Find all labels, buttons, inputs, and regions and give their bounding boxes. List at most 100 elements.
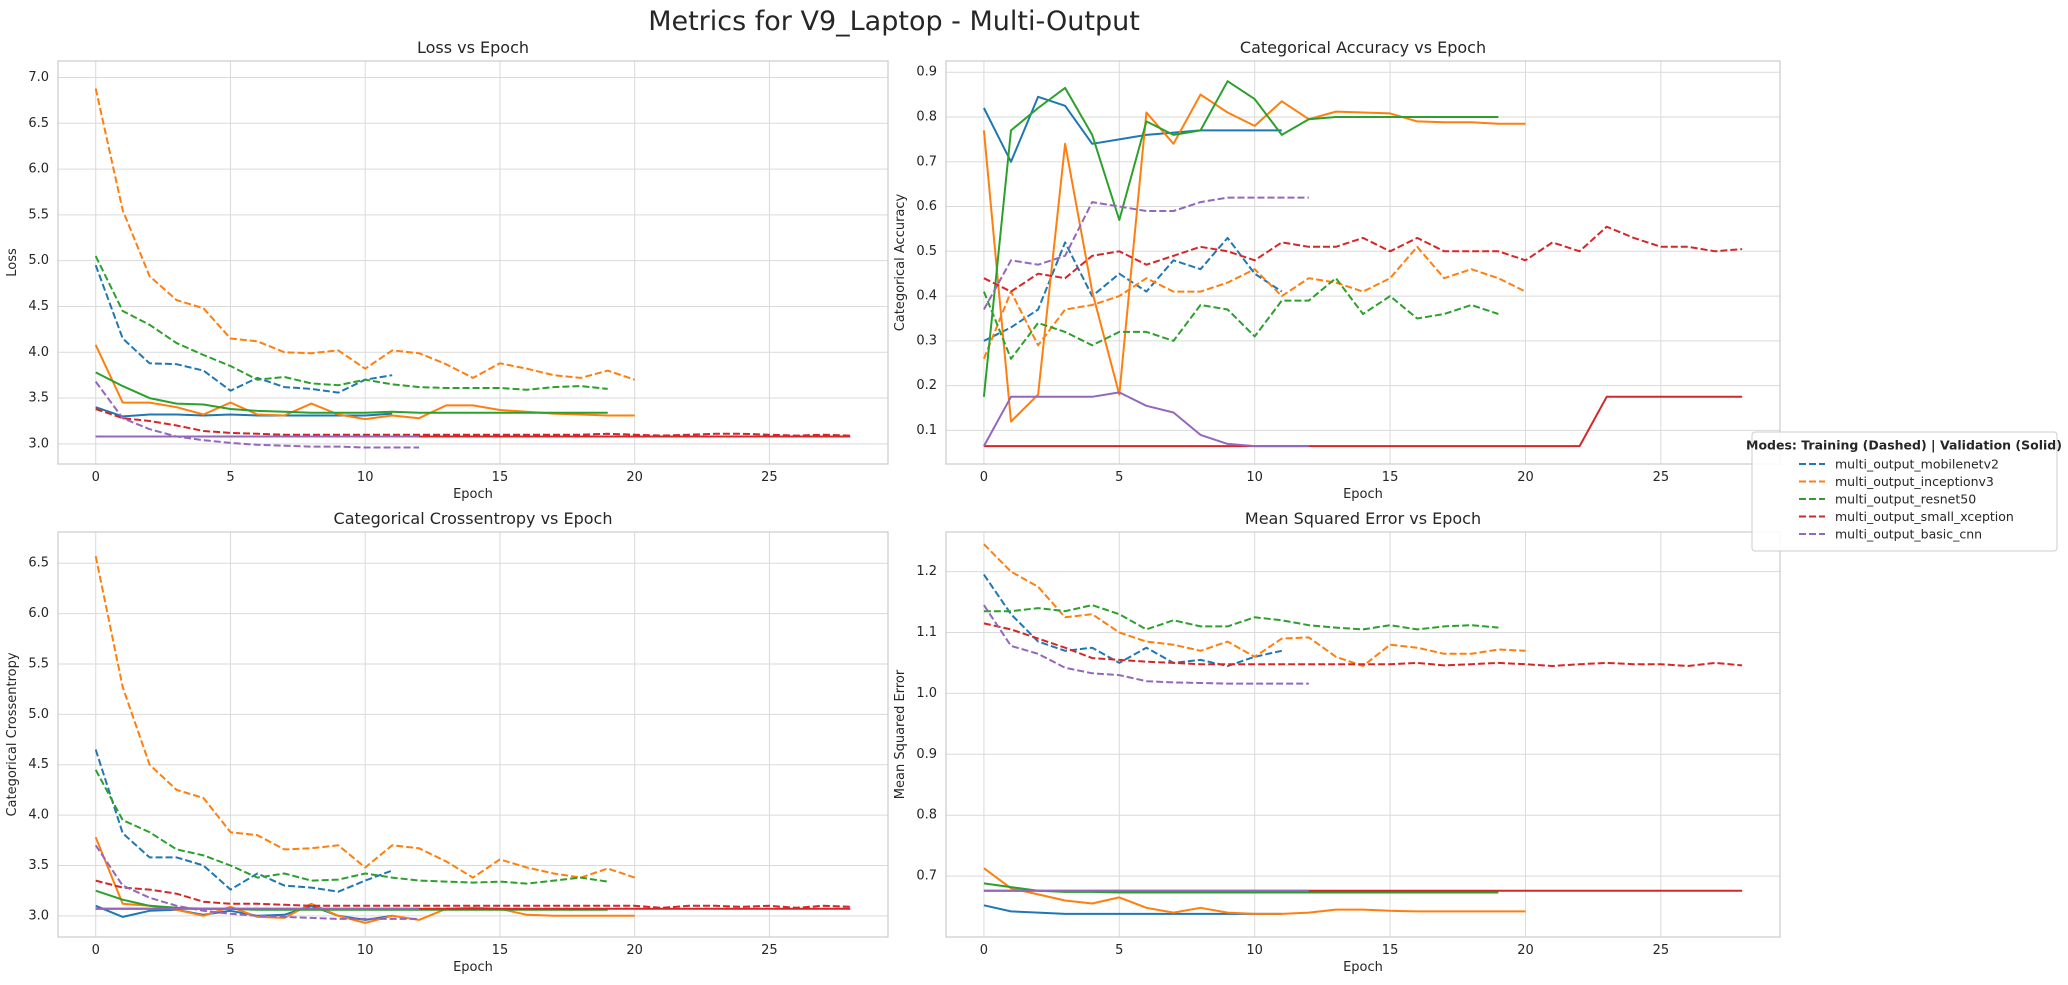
axes-frame [57,531,889,938]
plot-area [58,532,888,937]
y-axis-label: Loss [5,248,20,277]
y-tick-label: 7.0 [28,70,49,85]
series-line-multi_output_resnet50-training [982,277,1499,360]
y-tick-label: 1.1 [916,625,937,640]
series-line-multi_output_small_xception-training [983,622,1743,667]
x-tick-label: 15 [1382,943,1399,958]
x-tick-label: 20 [626,470,643,485]
legend-entry-label: multi_output_basic_cnn [1835,527,1982,542]
x-tick-label: 15 [1382,470,1399,485]
series-line-multi_output_mobilenetv2-validation [983,904,1282,915]
x-axis-label: Epoch [453,487,493,502]
subplot-2: 0 5 10 15 20 25 0.1 0.2 0.3 0.4 0.5 0.6 0.7 0.8 0.9 Cat… [893,38,1781,502]
y-tick-label: 5.5 [28,656,49,671]
y-tick-label: 0.7 [916,869,937,884]
y-tick-label: 0.6 [916,199,937,214]
y-tick-label: 1.2 [916,564,937,579]
x-tick-label: 10 [357,470,374,485]
x-tick-label: 0 [980,470,988,485]
legend-entry-label: multi_output_resnet50 [1835,492,1976,507]
y-tick-label: 3.0 [28,908,49,923]
y-tick-label: 3.0 [28,436,49,451]
series-line-multi_output_basic_cnn-training [983,196,1309,310]
x-tick-label: 25 [761,943,778,958]
plot-area [946,61,1780,464]
x-tick-label: 5 [226,943,234,958]
y-tick-label: 0.7 [916,154,937,169]
axes-frame [945,60,1781,465]
y-tick-label: 4.0 [28,808,49,823]
series-lines [983,543,1743,915]
gridlines [946,61,1780,464]
series-lines [94,88,851,449]
series-line-multi_output_inceptionv3-training [94,88,636,381]
series-line-multi_output_resnet50-validation [983,882,1499,894]
y-tick-label: 0.8 [916,109,937,124]
y-tick-label: 0.4 [916,289,937,304]
y-tick-label: 4.0 [28,345,49,360]
series-line-multi_output_basic_cnn-training [94,381,420,449]
plot-area [946,532,1780,937]
series-line-multi_output_inceptionv3-training [982,245,1526,360]
legend-frame [1751,431,2058,552]
series-line-multi_output_resnet50-training [94,769,608,885]
axes-frame [57,60,889,465]
legend-title: Modes: Training (Dashed) | Validation (S… [1746,438,2062,453]
y-tick-label: 0.9 [916,747,937,762]
x-tick-label: 10 [1246,470,1263,485]
y-tick-label: 4.5 [28,757,49,772]
x-axis-label: Epoch [453,960,493,975]
x-tick-label: 5 [1115,470,1123,485]
x-tick-label: 25 [1653,943,1670,958]
y-tick-label: 0.1 [916,423,937,438]
x-tick-label: 15 [492,943,509,958]
y-tick-label: 0.9 [916,65,937,80]
y-tick-label: 5.0 [28,707,49,722]
x-tick-label: 10 [357,943,374,958]
legend-entry-label: multi_output_mobilenetv2 [1835,457,1999,472]
series-line-multi_output_mobilenetv2-validation [983,95,1282,163]
y-tick-label: 6.0 [28,162,49,177]
x-tick-label: 0 [980,943,988,958]
y-tick-label: 6.5 [28,116,49,131]
x-tick-label: 15 [492,470,509,485]
chart-title: Categorical Accuracy vs Epoch [1240,38,1486,57]
gridlines [946,532,1780,937]
chart-title: Categorical Crossentropy vs Epoch [334,509,613,528]
x-axis-label: Epoch [1343,487,1383,502]
series-line-multi_output_inceptionv3-validation [982,93,1526,423]
chart-title: Loss vs Epoch [417,38,529,57]
series-line-multi_output_inceptionv3-validation [94,836,635,924]
series-line-multi_output_basic_cnn-training [94,844,420,920]
legend-entries: multi_output_mobilenetv2 multi_output_inc… [1799,457,2014,542]
x-tick-label: 0 [92,943,100,958]
series-lines [982,80,1743,448]
subplot-3: 0 5 10 15 20 25 3.0 3.5 4.0 4.5 5.0 5.5 6.0 6.5 Catego… [5,509,889,975]
series-line-multi_output_resnet50-validation [982,80,1499,397]
figure-title: Metrics for V9_Laptop - Multi-Output [648,6,1140,37]
subplot-1: 0 5 10 15 20 25 3.0 3.5 4.0 4.5 5.0 5.5 6.0 6.5 7.0 Los… [5,38,889,502]
y-axis-label: Categorical Crossentropy [5,652,20,816]
x-tick-label: 20 [626,943,643,958]
series-line-multi_output_inceptionv3-training [94,555,636,879]
series-line-multi_output_small_xception-validation [983,395,1743,448]
legend: Modes: Training (Dashed) | Validation (S… [1746,431,2062,552]
legend-entry-label: multi_output_small_xception [1835,509,2014,524]
series-line-multi_output_small_xception-training [95,408,851,437]
plot-area [58,61,888,464]
x-tick-label: 0 [92,470,100,485]
gridlines [58,532,888,937]
x-tick-label: 5 [226,470,234,485]
x-tick-label: 25 [761,470,778,485]
x-tick-label: 20 [1517,943,1534,958]
legend-entry-label: multi_output_inceptionv3 [1835,474,1994,489]
series-line-multi_output_mobilenetv2-training [983,236,1283,342]
x-tick-label: 20 [1517,470,1534,485]
series-line-multi_output_mobilenetv2-training [94,264,393,394]
y-axis-label: Categorical Accuracy [893,193,908,331]
series-line-multi_output_inceptionv3-validation [983,867,1526,915]
y-axis-label: Mean Squared Error [893,669,908,799]
y-tick-label: 6.0 [28,606,49,621]
x-tick-label: 10 [1246,943,1263,958]
x-axis-label: Epoch [1343,960,1383,975]
